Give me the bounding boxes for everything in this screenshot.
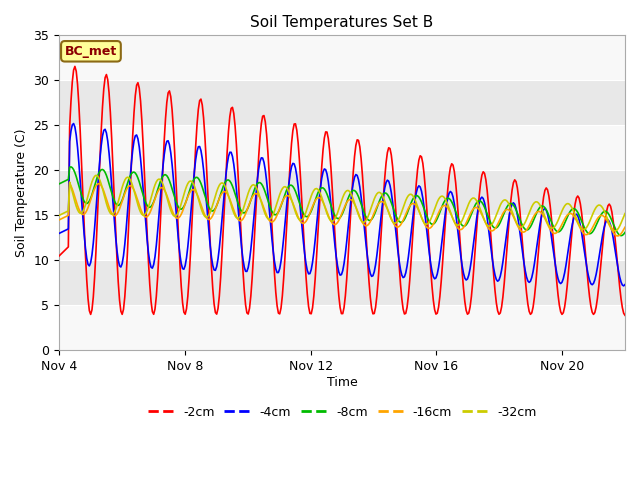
Bar [59,36,625,80]
Bar [59,305,625,350]
Title: Soil Temperatures Set B: Soil Temperatures Set B [250,15,434,30]
Text: BC_met: BC_met [65,45,117,58]
Legend: -2cm, -4cm, -8cm, -16cm, -32cm: -2cm, -4cm, -8cm, -16cm, -32cm [143,401,541,424]
Bar [59,170,625,216]
Bar [59,80,625,125]
Bar [59,125,625,170]
X-axis label: Time: Time [326,376,358,389]
Y-axis label: Soil Temperature (C): Soil Temperature (C) [15,129,28,257]
Bar [59,260,625,305]
Bar [59,216,625,260]
